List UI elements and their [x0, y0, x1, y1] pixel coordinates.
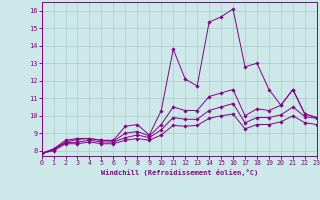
X-axis label: Windchill (Refroidissement éolien,°C): Windchill (Refroidissement éolien,°C) [100, 169, 258, 176]
